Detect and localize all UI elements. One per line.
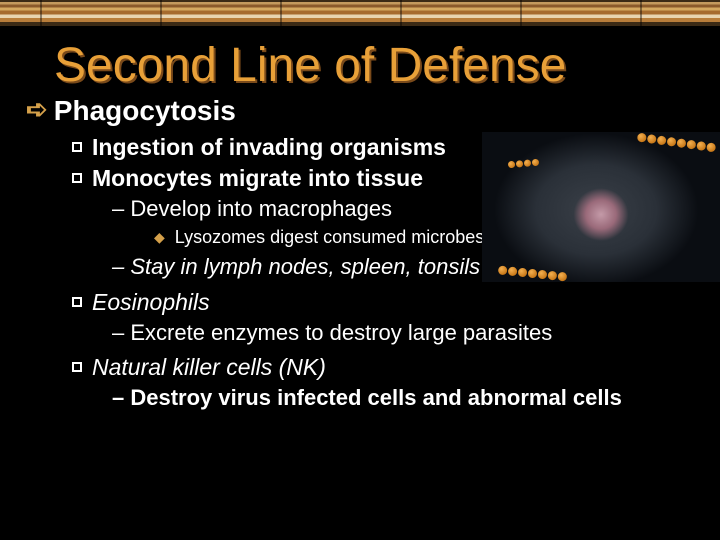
level1-item: ➪ Phagocytosis: [26, 95, 696, 127]
level3-text: – Stay in lymph nodes, spleen, tonsils: [112, 254, 480, 279]
phagocyte-image: [482, 132, 720, 282]
slide-title: Second Line of Defense: [54, 38, 696, 93]
diamond-icon: ◆: [154, 228, 165, 247]
level2-text: Eosinophils: [92, 288, 210, 317]
decorative-top-border: [0, 0, 720, 26]
level3-text: – Excrete enzymes to destroy large paras…: [112, 320, 552, 345]
square-bullet-icon: [72, 297, 82, 307]
square-bullet-icon: [72, 362, 82, 372]
level4-text: Lysozomes digest consumed microbes: [175, 225, 484, 249]
level2-item: Natural killer cells (NK): [72, 353, 696, 382]
bacteria-chain-icon: [498, 265, 568, 281]
arrow-icon: ➪: [26, 95, 48, 124]
square-bullet-icon: [72, 142, 82, 152]
level3-text: – Develop into macrophages: [112, 196, 392, 221]
level1-text: Phagocytosis: [54, 95, 236, 127]
bacteria-chain-icon: [637, 133, 716, 153]
bacteria-chain-icon: [508, 159, 539, 169]
square-bullet-icon: [72, 173, 82, 183]
level2-text: Monocytes migrate into tissue: [92, 164, 423, 193]
level3-text: – Destroy virus infected cells and abnor…: [112, 385, 622, 410]
level3-item: – Destroy virus infected cells and abnor…: [112, 384, 696, 413]
level2-text: Natural killer cells (NK): [92, 353, 326, 382]
level2-item: Eosinophils: [72, 288, 696, 317]
level3-item: – Excrete enzymes to destroy large paras…: [112, 319, 696, 348]
level2-text: Ingestion of invading organisms: [92, 133, 446, 162]
